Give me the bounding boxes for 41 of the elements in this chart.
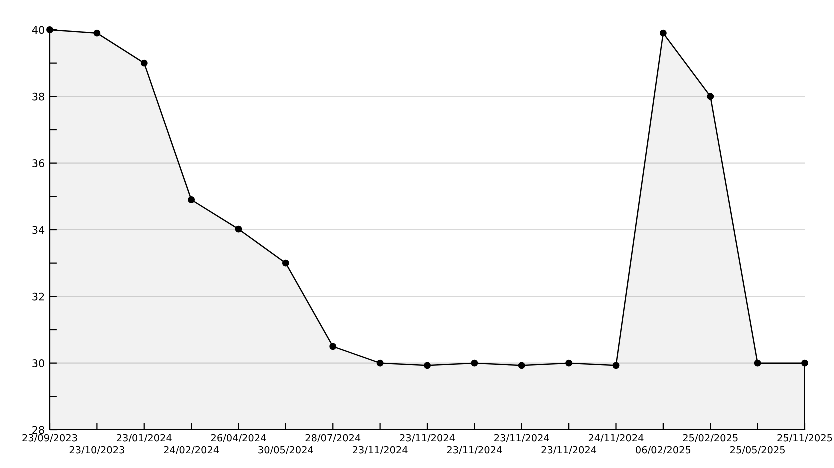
x-tick-label: 25/05/2025 — [730, 446, 785, 454]
point — [660, 30, 667, 37]
point — [518, 362, 526, 370]
y-tick-label: 30 — [32, 360, 44, 368]
point — [802, 360, 808, 367]
x-tick-label: 23/11/2024 — [447, 446, 502, 454]
y-tick-label: 40 — [32, 26, 44, 34]
x-tick-label: 25/11/2025 — [778, 434, 832, 442]
x-tick-label: 23/11/2024 — [353, 446, 408, 454]
point — [94, 30, 101, 37]
point — [612, 362, 620, 370]
x-tick-label: 23/11/2024 — [400, 434, 455, 442]
x-tick-label: 24/02/2024 — [164, 446, 220, 454]
x-tick-label: 06/02/2025 — [636, 446, 691, 454]
x-tick-label: 25/02/2025 — [683, 434, 738, 442]
point — [707, 93, 714, 100]
x-tick-label: 23/11/2024 — [494, 434, 550, 442]
x-tick-label: 23/01/2024 — [117, 434, 172, 442]
x-tick-label: 30/05/2024 — [258, 446, 314, 454]
point — [188, 196, 196, 204]
point — [46, 26, 54, 34]
x-tick-label: 23/11/2024 — [542, 446, 597, 454]
point — [754, 360, 762, 367]
y-tick-label: 36 — [32, 160, 44, 168]
x-tick-label: 23/10/2023 — [70, 446, 124, 454]
x-tick-label: 28/07/2024 — [306, 434, 361, 442]
point — [140, 60, 148, 67]
x-tick-label: 24/11/2024 — [588, 434, 644, 442]
point — [566, 360, 573, 367]
y-tick-label: 32 — [32, 292, 44, 301]
y-tick-label: 28 — [32, 426, 44, 434]
y-tick-label: 38 — [32, 92, 44, 101]
point — [330, 343, 337, 350]
point — [424, 362, 431, 370]
point — [235, 226, 242, 233]
point — [282, 260, 290, 267]
x-tick-label: 23/09/2023 — [22, 434, 78, 442]
point — [376, 360, 384, 367]
x-tick-label: 26/04/2024 — [211, 434, 266, 442]
y-tick-label: 34 — [32, 226, 45, 234]
point — [471, 360, 478, 367]
